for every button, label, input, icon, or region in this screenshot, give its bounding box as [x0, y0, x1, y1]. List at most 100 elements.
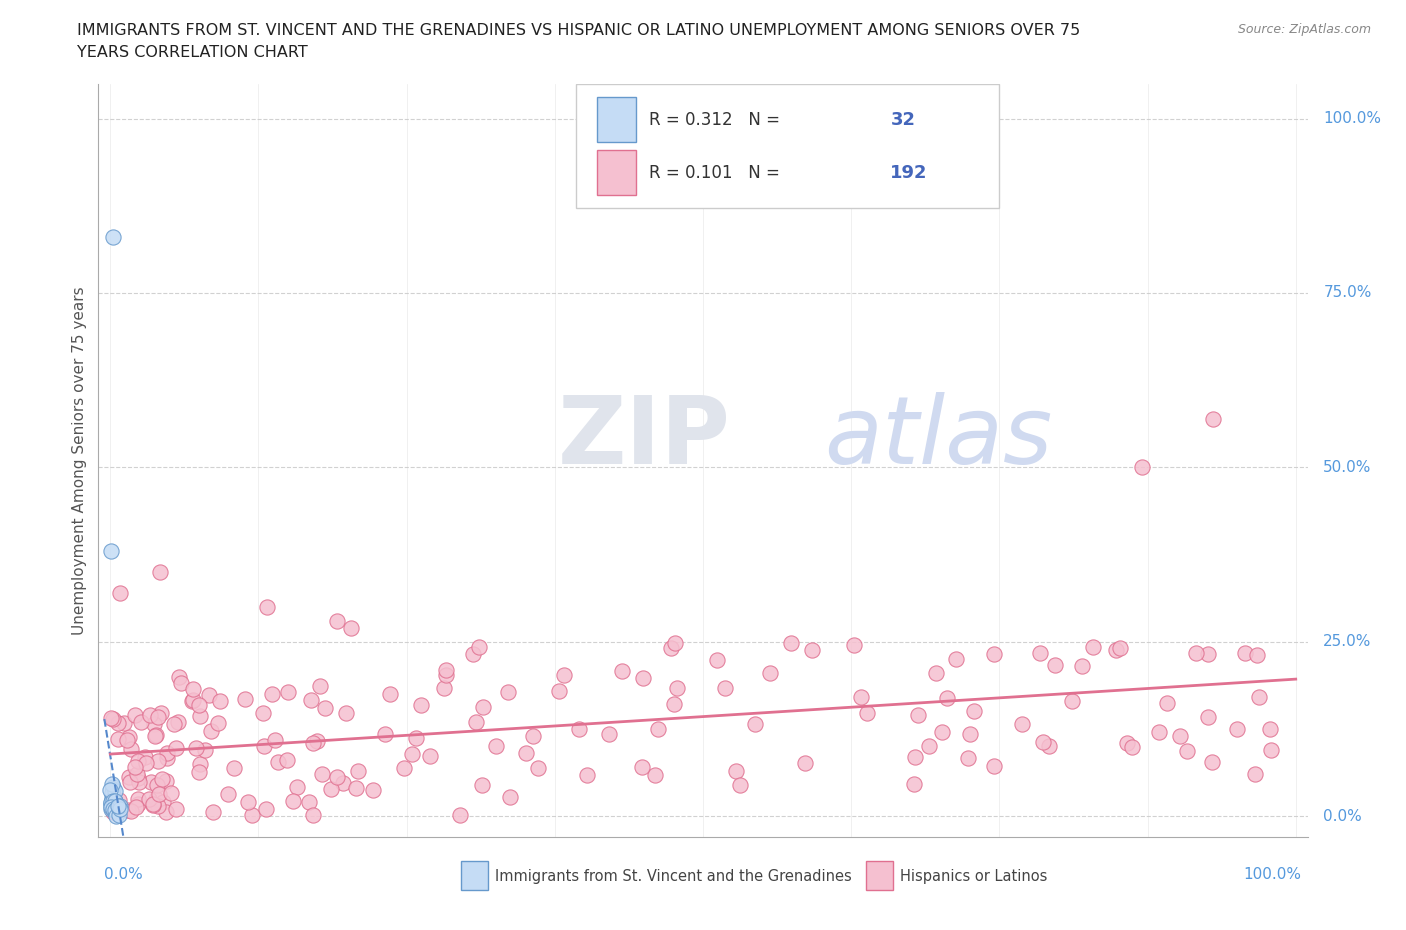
Point — [152, 794, 174, 809]
Point — [299, 693, 322, 708]
Point — [187, 698, 209, 713]
Point — [165, 802, 187, 817]
Point — [149, 706, 172, 721]
Point — [468, 640, 491, 655]
Point — [1185, 646, 1208, 661]
Point — [101, 802, 124, 817]
Point — [163, 717, 186, 732]
Point — [598, 726, 620, 741]
Point — [143, 717, 166, 732]
Point — [1147, 724, 1170, 739]
Point — [374, 726, 396, 741]
Point — [1246, 647, 1268, 662]
Point — [610, 663, 633, 678]
Point — [169, 670, 191, 684]
Point — [842, 637, 865, 652]
Point — [631, 760, 654, 775]
Point — [108, 793, 131, 808]
Point — [165, 741, 187, 756]
Point — [217, 787, 239, 802]
Point — [664, 636, 686, 651]
Point — [1233, 645, 1256, 660]
Text: 100.0%: 100.0% — [1244, 867, 1302, 883]
Point — [1156, 695, 1178, 710]
Point — [103, 805, 125, 820]
Point — [1243, 767, 1265, 782]
Point — [117, 770, 139, 785]
Point — [101, 799, 124, 814]
Point — [925, 665, 948, 680]
Point — [101, 777, 124, 792]
Point — [100, 783, 122, 798]
Point — [332, 776, 354, 790]
Point — [124, 760, 146, 775]
Point — [326, 769, 349, 784]
Point — [706, 652, 728, 667]
Point — [308, 678, 330, 693]
Point — [235, 692, 257, 707]
Point — [107, 715, 129, 730]
Point — [409, 698, 432, 712]
Point — [714, 681, 737, 696]
Point — [903, 777, 925, 791]
Point — [127, 754, 149, 769]
Point — [449, 808, 471, 823]
Point — [1038, 738, 1060, 753]
Point — [115, 732, 138, 747]
Point — [340, 620, 363, 635]
Point — [166, 714, 188, 729]
Point — [104, 794, 127, 809]
Point — [208, 693, 231, 708]
Point — [139, 775, 162, 790]
Text: 75.0%: 75.0% — [1323, 286, 1372, 300]
Point — [499, 790, 522, 804]
Point — [117, 730, 139, 745]
Point — [124, 708, 146, 723]
Point — [170, 676, 193, 691]
Text: 0.0%: 0.0% — [104, 867, 143, 883]
Bar — [596, 150, 637, 195]
Point — [263, 733, 285, 748]
Point — [1197, 646, 1219, 661]
Point — [181, 694, 204, 709]
Point — [496, 684, 519, 699]
Text: 25.0%: 25.0% — [1323, 634, 1372, 649]
Point — [148, 710, 170, 724]
Point — [142, 798, 165, 813]
Point — [744, 717, 766, 732]
Point — [118, 774, 141, 789]
Point — [103, 804, 125, 818]
Point — [129, 714, 152, 729]
Point — [472, 699, 495, 714]
Point — [198, 687, 221, 702]
Point — [1011, 716, 1033, 731]
Point — [1197, 710, 1219, 724]
Point — [1258, 722, 1281, 737]
Point — [1062, 694, 1084, 709]
Point — [302, 736, 325, 751]
Point — [100, 543, 122, 558]
Point — [101, 794, 124, 809]
Point — [138, 791, 160, 806]
Point — [128, 775, 150, 790]
Point — [108, 802, 131, 817]
Point — [298, 795, 321, 810]
Point — [380, 686, 402, 701]
Point — [526, 761, 548, 776]
Point — [983, 759, 1005, 774]
Point — [145, 727, 167, 742]
Point — [1226, 722, 1249, 737]
Point — [156, 746, 179, 761]
Point — [252, 705, 274, 720]
Point — [553, 668, 575, 683]
Point — [256, 600, 278, 615]
Point — [405, 730, 427, 745]
Point — [101, 796, 124, 811]
Point — [283, 793, 305, 808]
Point — [1175, 743, 1198, 758]
Text: 50.0%: 50.0% — [1323, 459, 1372, 475]
Point — [194, 742, 217, 757]
Point — [935, 691, 957, 706]
Point — [253, 738, 276, 753]
Text: Source: ZipAtlas.com: Source: ZipAtlas.com — [1237, 23, 1371, 36]
